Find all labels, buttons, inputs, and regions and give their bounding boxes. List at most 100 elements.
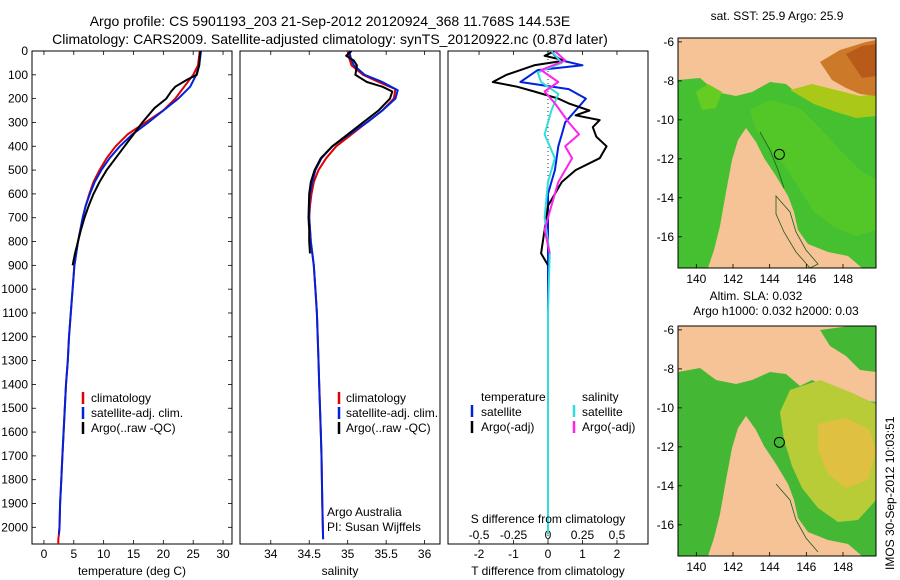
top-tick-label: 0.25 — [571, 528, 595, 542]
x-tick-label: 25 — [187, 547, 201, 561]
map-x-tick-label: 148 — [833, 272, 853, 286]
top-tick-label: 0 — [545, 528, 552, 542]
temperature-panel: 0100200300400500600700800900100011001200… — [1, 44, 648, 578]
x-tick-label: 10 — [97, 547, 111, 561]
x-tick-label: 1 — [579, 547, 586, 561]
legend-label-sal-satellite: satellite — [582, 405, 623, 419]
difference-series-group — [491, 51, 608, 535]
legend-label-climatology: climatology — [91, 391, 151, 405]
map-x-tick-label: 146 — [796, 272, 816, 286]
x-tick-label: 36 — [418, 547, 432, 561]
map-y-tick-label: -12 — [657, 152, 675, 166]
map-y-tick-label: -8 — [663, 74, 674, 88]
figure-title-line1: Argo profile: CS 5901193_203 21-Sep-2012… — [90, 13, 571, 29]
depth-tick-label: 1000 — [1, 282, 28, 296]
sla-bathymetry-contour — [775, 483, 819, 553]
legend-label-argo: Argo(..raw -QC) — [91, 421, 176, 435]
sst-patch-1 — [696, 84, 722, 110]
top-tick-label: -0.5 — [469, 528, 490, 542]
annotation-argo-australia: Argo Australia — [327, 505, 402, 519]
depth-tick-label: 1800 — [1, 473, 28, 487]
sst-map-ticks: 140 142 144 146 148 -6 -8 -10 -12 -14 -16 — [657, 35, 854, 286]
x-tick-label: 35 — [341, 547, 355, 561]
x-tick-label: -2 — [474, 547, 485, 561]
sla-map-panel: Altim. SLA: 0.032 Argo h1000: 0.032 h200… — [657, 289, 877, 574]
map-y-tick-label: -16 — [657, 230, 675, 244]
map-y-tick-label: -10 — [657, 113, 675, 127]
legend-label-sal-argo: Argo(-adj) — [582, 420, 635, 434]
depth-tick-label: 1300 — [1, 354, 28, 368]
legend-heading-salinity: salinity — [582, 390, 619, 404]
sst-yellow-band — [790, 84, 876, 118]
x-tick-label: 20 — [157, 547, 171, 561]
map-x-tick-label: 142 — [723, 560, 743, 574]
series-line-argo-raw-qc — [307, 51, 394, 254]
sst-map-panel: sat. SST: 25.9 Argo: 25.9 140 142 144 146 14… — [657, 9, 877, 286]
temperature-x-axis: 0 5 10 15 20 25 30 — [41, 51, 230, 561]
depth-tick-label: 1900 — [1, 497, 28, 511]
map-y-tick-label: -16 — [657, 518, 675, 532]
depth-tick-label: 200 — [8, 92, 28, 106]
sla-map-title: Altim. SLA: 0.032 — [710, 289, 803, 303]
sla-north-ocean — [820, 326, 876, 372]
difference-legend-temperature: temperature satellite Argo(-adj) — [470, 390, 546, 434]
legend-label-temp-satellite: satellite — [481, 405, 522, 419]
x-tick-label: -1 — [508, 547, 519, 561]
map-y-tick-label: -14 — [657, 191, 675, 205]
sla-map-subtitle: Argo h1000: 0.032 h2000: 0.03 — [693, 304, 859, 318]
depth-tick-label: 1200 — [1, 330, 28, 344]
depth-tick-label: 100 — [8, 68, 28, 82]
x-tick-label: 0 — [545, 547, 552, 561]
sst-dark-warm — [846, 44, 876, 78]
depth-tick-label: 300 — [8, 115, 28, 129]
sst-bathymetry-contour — [775, 194, 819, 268]
map-x-tick-label: 144 — [760, 560, 780, 574]
sst-warm-patch — [750, 100, 876, 236]
x-tick-label: 15 — [127, 547, 141, 561]
x-tick-label: 30 — [216, 547, 230, 561]
map-y-tick-label: -14 — [657, 479, 675, 493]
legend-label-climatology: climatology — [346, 391, 406, 405]
depth-tick-label: 1600 — [1, 425, 28, 439]
sla-map-ticks: 140 142 144 146 148 -6 -8 -10 -12 -14 -16 — [657, 323, 854, 574]
x-tick-label: 5 — [70, 547, 77, 561]
figure-title-line2: Climatology: CARS2009. Satellite-adjuste… — [52, 31, 608, 47]
x-tick-label: 34.5 — [298, 547, 322, 561]
legend-label-temp-argo: Argo(-adj) — [481, 420, 534, 434]
depth-tick-label: 500 — [8, 163, 28, 177]
temperature-plot-frame — [31, 50, 233, 545]
map-y-tick-label: -6 — [663, 323, 674, 337]
sst-map-frame — [677, 37, 877, 269]
x-tick-label: 0 — [41, 547, 48, 561]
difference-panel: -2 -1 0 1 2 -0.5 -0.25 0 0.25 0.5 S difference fr… — [447, 50, 649, 578]
annotation-pi: PI: Susan Wijffels — [327, 520, 421, 534]
series-line-salinity-argo-adj — [540, 51, 580, 254]
depth-tick-label: 1100 — [2, 306, 28, 320]
legend-heading-temperature: temperature — [481, 390, 546, 404]
depth-tick-label: 1400 — [1, 377, 28, 391]
map-y-tick-label: -12 — [657, 440, 675, 454]
imos-timestamp: IMOS 30-Sep-2012 10:03:51 — [883, 416, 897, 570]
depth-tick-label: 700 — [8, 211, 28, 225]
salinity-panel: 34 34.5 35 35.5 36 salinity climatology sate… — [239, 50, 441, 578]
sla-argo-position-marker — [773, 436, 785, 448]
difference-legend-salinity: salinity satellite Argo(-adj) — [572, 390, 635, 434]
salinity-x-axis: 34 34.5 35 35.5 36 — [264, 51, 432, 561]
legend-label-satellite-adj: satellite-adj. clim. — [91, 406, 183, 420]
temperature-legend: climatology satellite-adj. clim. Argo(..… — [81, 391, 183, 435]
salinity-legend: climatology satellite-adj. clim. Argo(..… — [337, 391, 438, 435]
difference-top-label: S difference from climatology — [471, 512, 626, 526]
depth-tick-label: 2000 — [1, 520, 28, 534]
depth-tick-label: 400 — [8, 139, 28, 153]
map-x-tick-label: 146 — [796, 560, 816, 574]
salinity-series-group — [307, 51, 399, 540]
legend-label-satellite-adj: satellite-adj. clim. — [346, 406, 438, 420]
depth-tick-label: 600 — [8, 187, 28, 201]
temperature-series-group — [57, 51, 202, 544]
map-x-tick-label: 142 — [723, 272, 743, 286]
sst-contour-2 — [759, 131, 785, 189]
top-tick-label: -0.25 — [500, 528, 528, 542]
map-y-tick-label: -6 — [663, 35, 674, 49]
x-tick-label: 35.5 — [374, 547, 398, 561]
